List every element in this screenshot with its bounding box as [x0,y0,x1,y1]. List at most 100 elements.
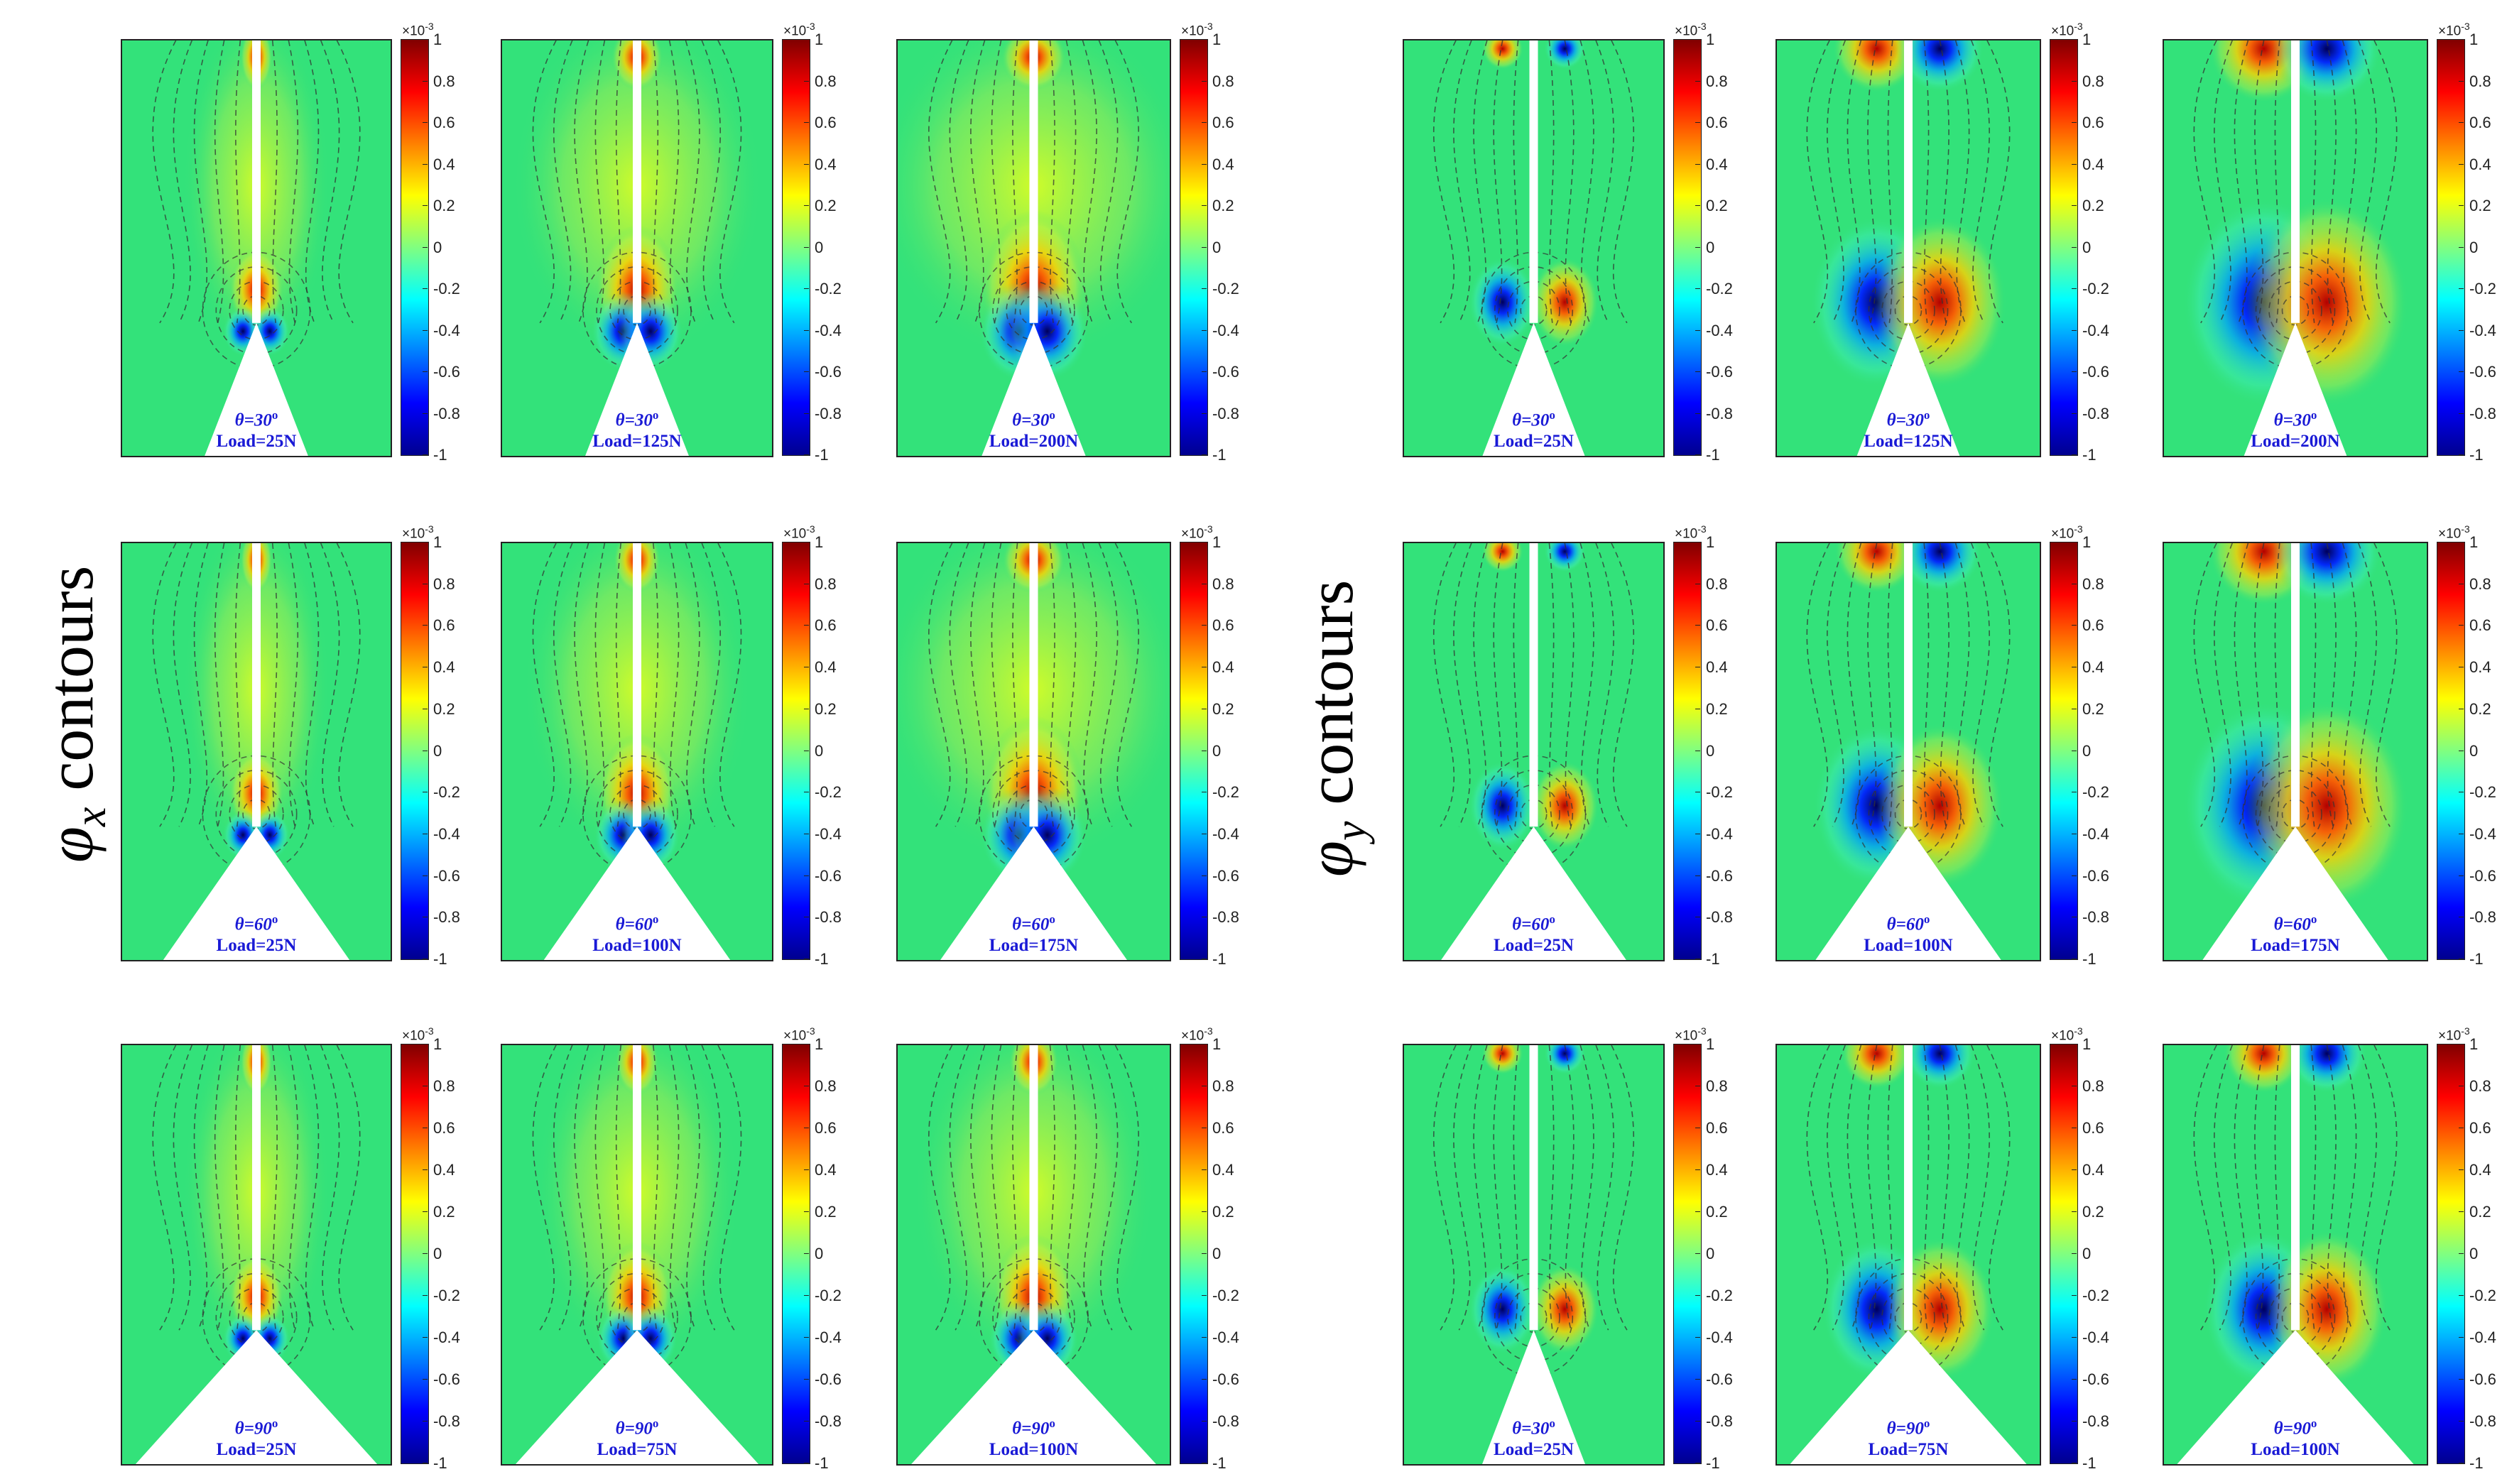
contour-line [1887,1045,1930,1331]
colorbar-tick-mark [423,625,428,626]
contour-line [949,543,1119,827]
panel-caption: θ=60o Load=25N [122,909,391,956]
colorbar-tick-label: 0.6 [433,1119,455,1137]
colorbar-tick-mark [1695,122,1700,123]
contour-line [1493,1045,1575,1331]
colorbar-tick-label: 1 [815,533,824,551]
colorbar-tick-mark [2459,1337,2464,1338]
colorbar-tick-label: 1 [433,31,442,48]
colorbar-tick-label: 1 [433,533,442,551]
colorbar [1673,542,1702,960]
colorbar-tick-label: -0.6 [1706,1370,1733,1388]
colorbar-tick-mark [423,122,428,123]
colorbar-scale: ×10-3 [783,21,815,39]
theta-label: θ=60o [2273,912,2317,934]
colorbar-tick-label: 0.2 [2469,699,2491,718]
theta-label: θ=90o [2273,1417,2317,1439]
load-label: Load=25N [1494,1440,1574,1460]
colorbar-tick-label: -0.6 [815,363,842,381]
colorbar-tick-label: -0.6 [433,1370,460,1388]
colorbar-tick-mark [423,875,428,876]
colorbar-tick-label: -0.2 [433,1287,460,1304]
contour-ring [979,1258,1089,1377]
colorbar-tick-mark [2072,80,2077,82]
colorbar-tick-label: -0.2 [433,280,460,298]
colorbar [2437,39,2465,456]
colorbar-tick-label: -0.2 [2082,1287,2109,1304]
colorbar-tick-mark [1695,1337,1700,1338]
colorbar-tick-label: 0.6 [1212,616,1234,635]
contour-panel: θ=90o Load=75N ×10-3 1 0.8 0.6 0.4 0.2 0 -0.2 -0.4… [501,1025,866,1472]
contour-panel: θ=30o Load=25N ×10-3 1 0.8 0.6 0.4 0.2 0 -0.2 -0.4… [1403,21,1757,464]
crack-slit [1529,40,1538,323]
colorbar-tick-mark [1202,413,1207,414]
colorbar-tick-label: -0.4 [2082,321,2109,339]
crack-slit [633,40,641,323]
contour-field: θ=60o Load=100N [501,542,773,961]
notch [1482,322,1585,456]
colorbar-tick-mark [2072,1337,2077,1338]
colorbar-tick-mark [1202,1421,1207,1422]
colorbar-tick-label: 0 [2082,1245,2092,1262]
load-label: Load=200N [989,432,1079,452]
contour-plot [2164,1045,2427,1464]
panel-caption: θ=30o Load=125N [1777,405,2040,452]
colorbar-tick-label: -0.4 [1706,824,1733,843]
colorbar-tick-label: -1 [815,1454,829,1472]
colorbar-tick-mark [1202,329,1207,331]
colorbar-tick-label: 0 [1212,238,1222,256]
colorbar-tick-label: 0 [815,1245,824,1262]
crack-slit [1904,40,1913,323]
colorbar [782,1044,810,1464]
theta-label: θ=60o [234,912,278,934]
colorbar-tick-mark [2072,413,2077,414]
contour-field: θ=90o Load=75N [1775,1044,2041,1466]
hot-lobe [1530,1263,1599,1355]
contour-plot [898,543,1170,960]
contour-panel: θ=60o Load=100N ×10-3 1 0.8 0.6 0.4 0.2 0 -0.2 -0.… [1775,523,2133,968]
colorbar-tick-label: 0.8 [815,1077,837,1095]
contour-line [1847,543,1970,827]
colorbar-tick-mark [804,1295,809,1296]
colorbar [1180,39,1208,456]
contour-line [1867,40,1949,323]
colorbar-tick-mark [2459,288,2464,289]
colorbar-tick-label: -0.4 [815,824,842,843]
colorbar-tick-mark [1695,1295,1700,1296]
colorbar-tick-label: -0.4 [433,824,460,843]
crack-slit [1529,543,1538,827]
contour-line [1473,1045,1594,1331]
colorbar-tick-label: -0.6 [2469,1370,2496,1388]
colorbar-tick-mark [804,288,809,289]
contour-line [991,1045,1077,1331]
colorbar-tick-label: 0.2 [815,1203,837,1221]
contour-line [2214,543,2377,827]
contour-line [1847,1045,1970,1331]
contour-line [1513,543,1555,827]
colorbar-tick-label: -0.2 [2082,783,2109,802]
notch [1856,322,1960,456]
contour-field: θ=60o Load=175N [2163,542,2428,961]
crack-slit [1029,40,1038,323]
colorbar-tick-label: 0.2 [2469,1203,2491,1221]
contour-plot [122,40,391,456]
theta-label: θ=90o [615,1417,659,1439]
contour-ring [202,1258,311,1377]
colorbar-tick-label: 0.4 [815,658,837,677]
colorbar-tick-label: -0.2 [815,280,842,298]
colorbar-tick-mark [1202,205,1207,206]
contour-line [949,1045,1119,1331]
colorbar-tick-mark [2072,205,2077,206]
colorbar-tick-label: 0.6 [1706,1119,1728,1137]
notch [1790,1330,2027,1464]
contour-ring [582,1258,692,1377]
panel-caption: θ=30o Load=25N [1404,1413,1663,1461]
contour-line [2234,543,2357,827]
colorbar-tick-label: 0 [815,741,824,760]
colorbar-tick-mark [804,246,809,248]
colorbar-tick-label: 0.6 [1212,114,1234,131]
colorbar-tick-mark [804,625,809,626]
panel-caption: θ=60o Load=25N [1404,909,1663,956]
colorbar-tick-mark [2459,1169,2464,1170]
colorbar-tick-mark [423,1169,428,1170]
